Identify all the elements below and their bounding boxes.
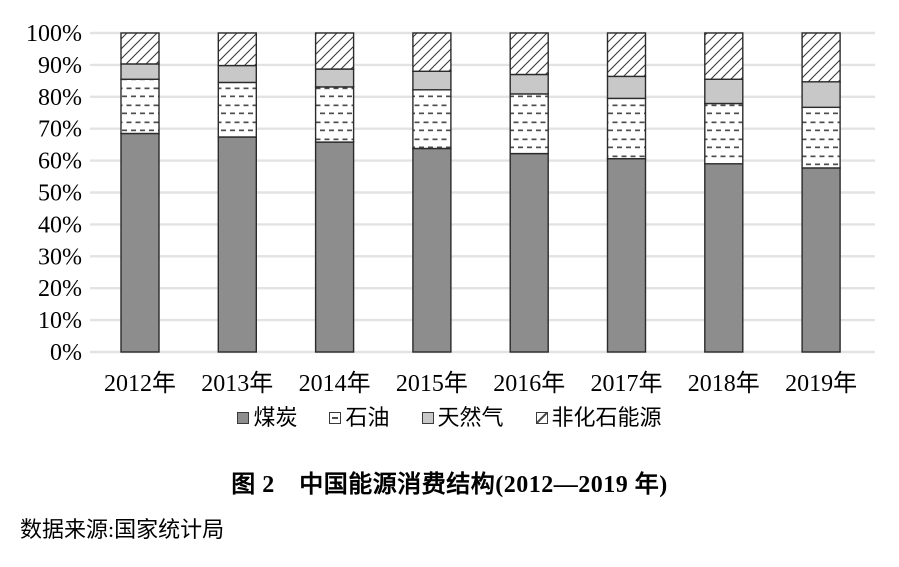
legend-label-natural-gas: 天然气 — [437, 405, 504, 430]
legend: 煤炭 石油 天然气 非化石能源 — [0, 405, 899, 431]
bar-segment-oil — [606, 97, 647, 160]
x-axis-category-label: 2012年 — [104, 370, 176, 397]
bar-segment-non-fossil — [314, 32, 355, 70]
y-axis-tick-label: 20% — [38, 276, 82, 302]
bar-segment-coal — [509, 152, 549, 353]
legend-label-non-fossil: 非化石能源 — [551, 405, 662, 430]
bar-segment-coal — [217, 136, 258, 353]
bar-segment-natural-gas — [704, 78, 744, 105]
y-axis-tick-label: 100% — [26, 21, 82, 47]
bar-segment-natural-gas — [217, 64, 258, 84]
energy-consumption-stacked-bar-chart: 0% 10% 20% 30% 40% 50% 60% 70% 80% 90% 100% 2012年 20… — [26, 21, 875, 397]
bar-segment-coal — [801, 167, 841, 353]
axis-labels-group: 0% 10% 20% 30% 40% 50% 60% 70% 80% 90% 100% 2012年 20… — [26, 21, 857, 397]
bar-segment-natural-gas — [509, 73, 549, 95]
legend-label-oil: 石油 — [345, 405, 390, 430]
natural-gas-swatch-icon — [421, 412, 434, 425]
bar-segment-oil — [704, 102, 744, 165]
bar-segment-oil — [509, 93, 549, 155]
x-axis-category-label: 2017年 — [591, 370, 663, 397]
y-axis-tick-label: 80% — [38, 85, 82, 111]
bar-segment-oil — [314, 86, 355, 143]
y-axis-tick-label: 90% — [38, 53, 82, 79]
bar-segment-coal — [314, 141, 355, 353]
y-axis-tick-label: 60% — [38, 149, 82, 175]
bar-segment-natural-gas — [801, 81, 841, 109]
bar-segment-natural-gas — [606, 75, 647, 100]
bar-segment-non-fossil — [509, 32, 549, 76]
y-axis-tick-label: 40% — [38, 212, 82, 238]
x-axis-category-label: 2014年 — [299, 370, 371, 397]
bar-segment-coal — [120, 132, 160, 353]
legend-item-coal: 煤炭 — [237, 405, 297, 431]
legend-item-oil: 石油 — [329, 405, 390, 431]
coal-swatch-icon — [237, 412, 250, 425]
bar-segment-non-fossil — [412, 32, 452, 72]
legend-item-natural-gas: 天然气 — [421, 405, 504, 431]
oil-swatch-icon — [329, 412, 342, 425]
bar-segment-natural-gas — [412, 70, 452, 91]
y-axis-tick-label: 50% — [38, 181, 82, 207]
bar-segment-coal — [606, 157, 647, 353]
chart-title: 图 2 中国能源消费结构(2012—2019 年) — [231, 472, 668, 498]
y-axis-tick-label: 70% — [38, 117, 82, 143]
oil-dash-mark — [332, 417, 339, 420]
bar-segment-oil — [217, 81, 258, 138]
x-axis-category-label: 2016年 — [493, 370, 565, 397]
bar-segment-non-fossil — [704, 32, 744, 80]
x-axis-category-label: 2015年 — [396, 370, 468, 397]
x-axis-category-label: 2019年 — [785, 370, 857, 397]
bars-group — [120, 32, 841, 353]
bar-segment-natural-gas — [120, 63, 160, 80]
y-axis-tick-label: 30% — [38, 244, 82, 270]
gridlines-group — [90, 31, 875, 354]
bar-segment-oil — [801, 106, 841, 169]
y-axis-tick-label: 10% — [38, 308, 82, 334]
bar-segment-oil — [120, 78, 160, 135]
y-axis-tick-label: 0% — [50, 340, 82, 366]
bar-segment-coal — [704, 163, 744, 353]
x-axis-category-label: 2018年 — [688, 370, 760, 397]
bar-segment-non-fossil — [606, 32, 647, 78]
bar-segment-natural-gas — [314, 68, 355, 88]
data-source-note: 数据来源:国家统计局 — [20, 517, 225, 542]
legend-label-coal: 煤炭 — [253, 405, 298, 430]
bar-segment-coal — [412, 147, 452, 353]
bar-segment-oil — [412, 89, 452, 150]
x-axis-category-label: 2013年 — [201, 370, 273, 397]
bar-segment-non-fossil — [801, 32, 841, 83]
bar-segment-non-fossil — [217, 32, 258, 67]
legend-item-non-fossil: 非化石能源 — [535, 405, 662, 431]
bar-segment-non-fossil — [120, 32, 160, 65]
non-fossil-swatch-icon — [535, 412, 548, 425]
